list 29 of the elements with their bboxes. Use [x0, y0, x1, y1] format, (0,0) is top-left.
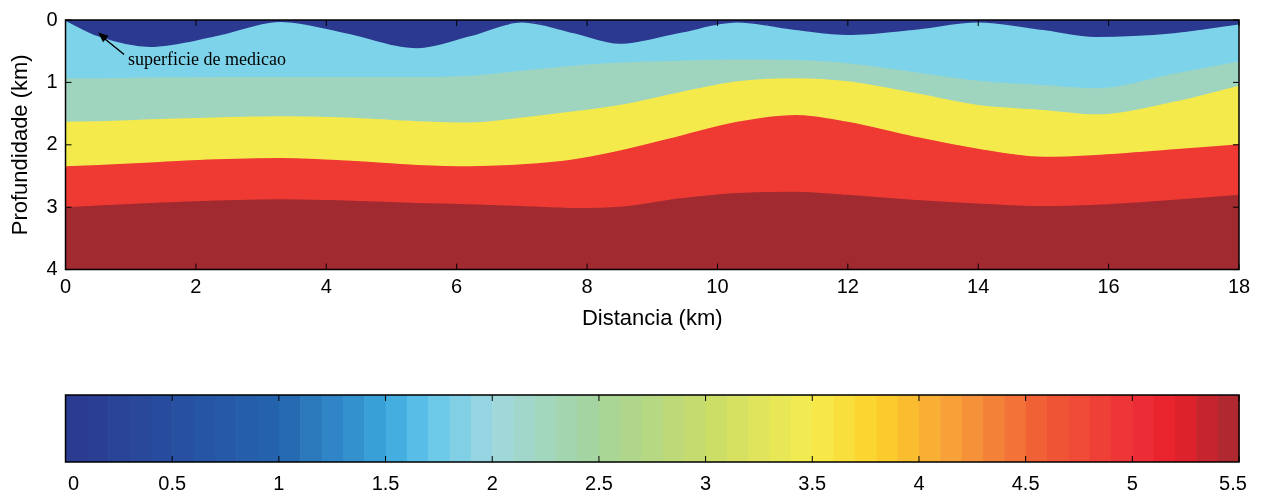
y-tick-label: 2	[46, 132, 58, 155]
color-bar-label: 1	[273, 471, 285, 494]
x-tick-label: 4	[320, 275, 332, 298]
x-tick-label: 14	[967, 275, 990, 298]
color-bar-label: 2	[486, 471, 498, 494]
color-bar-label: 0	[67, 471, 80, 494]
color-bar-label: 0.5	[158, 471, 187, 494]
x-tick-label: 2	[190, 275, 202, 298]
x-tick-label: 16	[1097, 275, 1120, 298]
color-bar-label: 1.5	[371, 471, 400, 494]
color-bar-label: 4.5	[1011, 471, 1040, 494]
color-bar-label: 3.5	[798, 471, 827, 494]
y-axis-title: Profundidade (km)	[7, 54, 33, 236]
x-tick-label: 12	[836, 275, 859, 298]
y-tick-label: 1	[46, 69, 58, 92]
x-tick-label: 10	[706, 275, 729, 298]
color-bar-label: 4	[913, 471, 925, 494]
x-tick-label: 6	[451, 275, 463, 298]
color-bar-label: 2.5	[585, 471, 613, 494]
y-tick-label: 0	[46, 7, 58, 30]
annotation: superficie de medicao	[128, 49, 287, 70]
color-bar-label: 3	[700, 471, 712, 494]
y-tick-label: 4	[46, 257, 58, 280]
x-tick-label: 18	[1227, 275, 1251, 298]
y-tick-label: 3	[46, 194, 58, 217]
x-tick-label: 8	[581, 275, 593, 298]
x-axis-title: Distancia (km)	[581, 304, 723, 330]
color-bar-label: 5.5	[1219, 471, 1247, 494]
color-bar-label: 5	[1126, 471, 1138, 494]
